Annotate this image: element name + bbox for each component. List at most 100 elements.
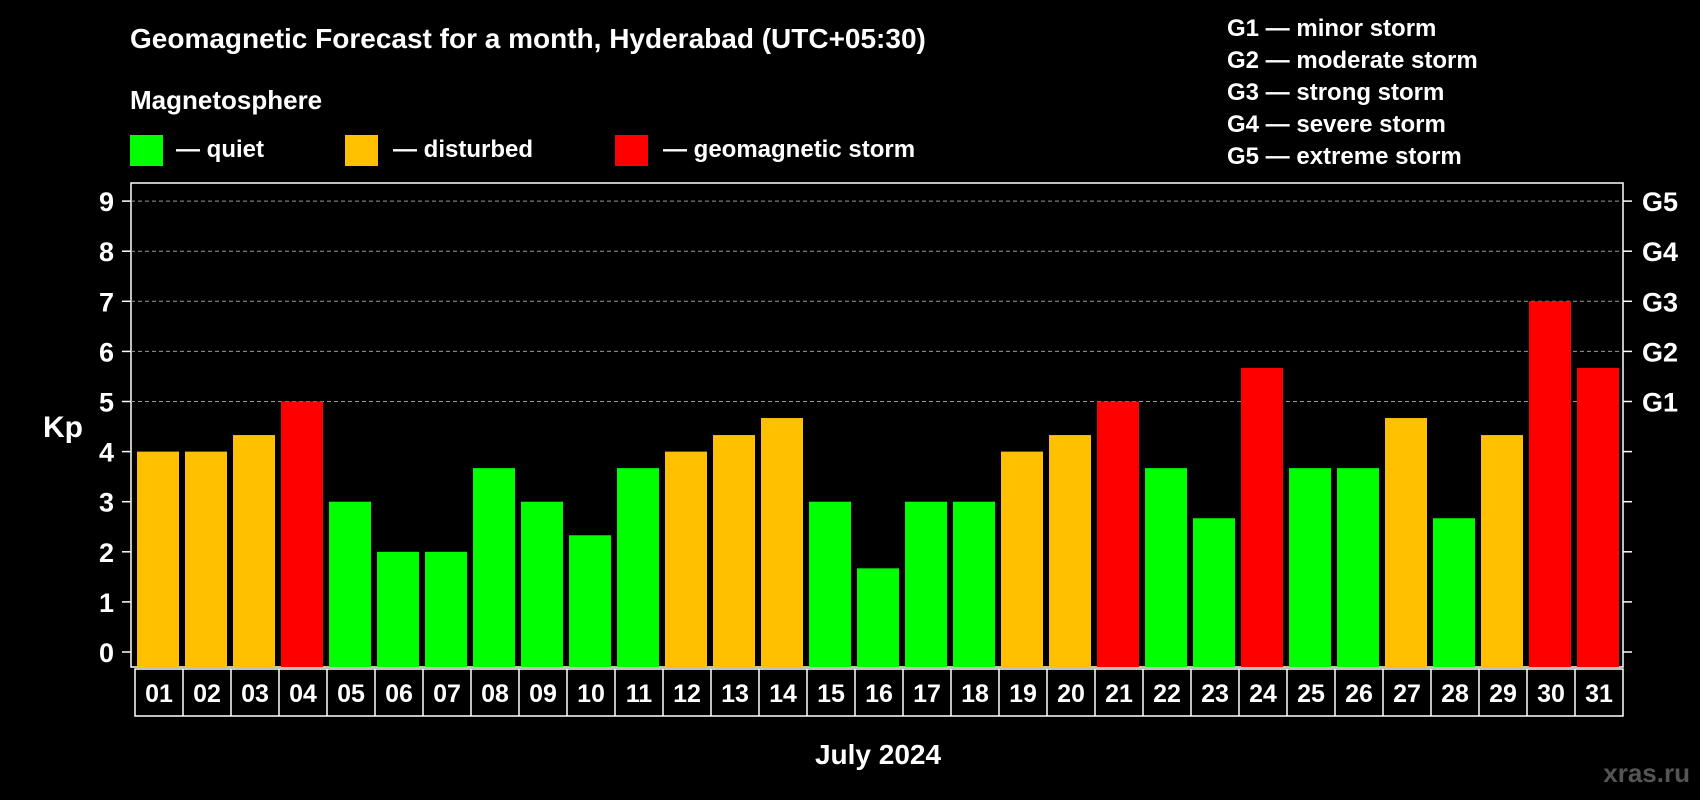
x-tick-label-14: 14: [769, 680, 797, 708]
storm-label-g1: G1: [1642, 388, 1678, 418]
x-tick-label-26: 26: [1345, 680, 1373, 708]
x-tick-label-23: 23: [1201, 680, 1229, 708]
storm-scale-legend: G1 — minor storm G2 — moderate storm G3 …: [1227, 15, 1478, 170]
x-tick-label-08: 08: [481, 680, 509, 708]
y-tick-label-9: 9: [99, 187, 114, 217]
legend-swatch-storm: [615, 135, 648, 166]
y-tick-label-5: 5: [99, 388, 114, 418]
bar-14: [761, 418, 803, 667]
bar-27: [1385, 418, 1427, 667]
y-tick-label-3: 3: [99, 488, 114, 518]
y-tick-label-4: 4: [99, 438, 114, 468]
storm-label-g3: G3: [1642, 287, 1678, 317]
y-tick-label-8: 8: [99, 237, 114, 267]
x-tick-label-01: 01: [145, 680, 173, 708]
x-tick-label-11: 11: [626, 680, 653, 708]
x-tick-label-18: 18: [961, 680, 989, 708]
x-tick-label-12: 12: [673, 680, 701, 708]
bar-04: [281, 401, 323, 667]
bar-12: [665, 451, 707, 667]
bar-06: [377, 551, 419, 667]
x-tick-label-28: 28: [1441, 680, 1469, 708]
bar-05: [329, 501, 371, 667]
bar-16: [857, 568, 899, 667]
storm-scale-g3: G3 — strong storm: [1227, 79, 1444, 106]
bar-25: [1289, 468, 1331, 667]
bar-30: [1529, 301, 1571, 667]
bar-15: [809, 501, 851, 667]
bar-23: [1193, 518, 1235, 667]
bar-02: [185, 451, 227, 667]
x-tick-label-20: 20: [1057, 680, 1085, 708]
legend-swatch-disturbed: [345, 135, 378, 166]
storm-axis: G1 G2 G3 G4 G5: [1623, 187, 1678, 653]
bar-08: [473, 468, 515, 667]
storm-label-g2: G2: [1642, 337, 1678, 367]
x-tick-label-19: 19: [1009, 680, 1037, 708]
bar-24: [1241, 367, 1283, 667]
x-tick-label-13: 13: [721, 680, 749, 708]
storm-scale-g1: G1 — minor storm: [1227, 15, 1436, 42]
storm-scale-g2: G2 — moderate storm: [1227, 47, 1478, 74]
bar-13: [713, 435, 755, 667]
x-tick-label-16: 16: [865, 680, 893, 708]
storm-scale-g4: G4 — severe storm: [1227, 111, 1446, 138]
storm-label-g4: G4: [1642, 237, 1678, 267]
storm-label-g5: G5: [1642, 187, 1678, 217]
watermark: xras.ru: [1603, 758, 1690, 788]
x-tick-label-24: 24: [1249, 680, 1277, 708]
bar-29: [1481, 435, 1523, 667]
x-tick-label-04: 04: [289, 680, 317, 708]
bar-18: [953, 501, 995, 667]
x-axis-box: [134, 668, 1624, 717]
bar-10: [569, 535, 611, 667]
x-tick-label-15: 15: [817, 680, 845, 708]
bar-03: [233, 435, 275, 667]
legend-label-disturbed: — disturbed: [393, 136, 533, 163]
bar-17: [905, 501, 947, 667]
y-tick-label-6: 6: [99, 337, 114, 367]
x-tick-label-02: 02: [193, 680, 221, 708]
bar-09: [521, 501, 563, 667]
storm-scale-g5: G5 — extreme storm: [1227, 143, 1462, 170]
x-tick-label-17: 17: [913, 680, 941, 708]
bar-11: [617, 468, 659, 667]
legend-label-quiet: — quiet: [176, 136, 264, 163]
bar-26: [1337, 468, 1379, 667]
x-axis-label: July 2024: [815, 739, 942, 770]
bar-01: [137, 451, 179, 667]
legend-label-storm: — geomagnetic storm: [663, 136, 915, 163]
x-tick-label-22: 22: [1153, 680, 1181, 708]
y-axis: 0 1 2 3 4 5 6 7 8 9: [99, 187, 131, 668]
chart-subtitle: Magnetosphere: [130, 85, 322, 115]
legend: — quiet — disturbed — geomagnetic storm: [130, 135, 915, 166]
grid-lines: [131, 200, 1623, 402]
bar-22: [1145, 468, 1187, 667]
x-tick-label-10: 10: [577, 680, 605, 708]
y-axis-label: Kp: [43, 411, 83, 444]
x-tick-label-30: 30: [1537, 680, 1565, 708]
x-tick-label-05: 05: [337, 680, 365, 708]
chart-title: Geomagnetic Forecast for a month, Hydera…: [130, 23, 926, 54]
bar-31: [1577, 367, 1619, 667]
x-tick-label-31: 31: [1585, 680, 1613, 708]
bars: [137, 301, 1619, 667]
x-tick-label-07: 07: [433, 680, 461, 708]
bar-19: [1001, 451, 1043, 667]
x-tick-label-09: 09: [529, 680, 557, 708]
y-tick-label-0: 0: [99, 638, 114, 668]
x-tick-label-25: 25: [1297, 680, 1325, 708]
bar-20: [1049, 435, 1091, 667]
y-tick-label-1: 1: [99, 588, 114, 618]
legend-swatch-quiet: [130, 135, 163, 166]
x-tick-label-27: 27: [1393, 680, 1421, 708]
x-tick-label-29: 29: [1489, 680, 1517, 708]
y-tick-label-7: 7: [99, 287, 114, 317]
x-tick-label-21: 21: [1105, 680, 1133, 708]
y-tick-label-2: 2: [99, 538, 114, 568]
x-axis: 01 02 03 04 05 06 07 08 09 10 11 12 13 14 15 16 17 18 19 20…: [134, 668, 1624, 717]
x-tick-label-06: 06: [385, 680, 413, 708]
bar-28: [1433, 518, 1475, 667]
x-tick-label-03: 03: [241, 680, 269, 708]
